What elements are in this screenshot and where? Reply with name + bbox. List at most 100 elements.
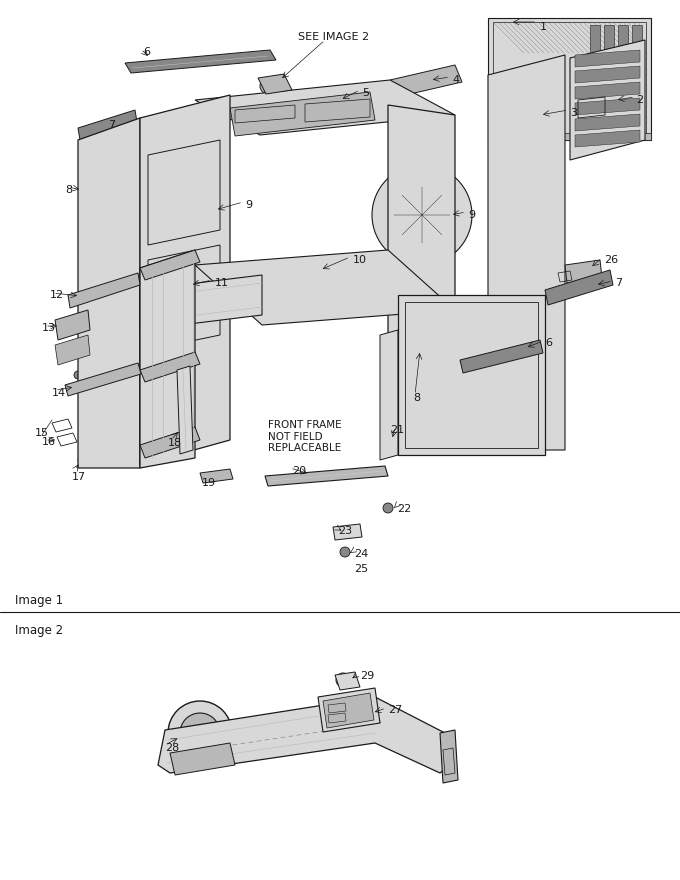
- Text: 1: 1: [540, 22, 547, 32]
- Polygon shape: [200, 469, 233, 483]
- Circle shape: [180, 713, 220, 753]
- Polygon shape: [55, 310, 90, 340]
- Text: 27: 27: [388, 705, 403, 715]
- Polygon shape: [390, 65, 462, 97]
- Circle shape: [340, 547, 350, 557]
- Text: 4: 4: [452, 75, 459, 85]
- Text: Image 2: Image 2: [15, 624, 63, 636]
- Text: 12: 12: [50, 290, 64, 300]
- Polygon shape: [125, 50, 276, 73]
- Polygon shape: [55, 335, 90, 365]
- Circle shape: [517, 70, 537, 90]
- Text: 20: 20: [292, 466, 306, 476]
- Polygon shape: [575, 130, 640, 147]
- Polygon shape: [488, 133, 651, 140]
- Polygon shape: [632, 25, 642, 130]
- Polygon shape: [488, 18, 651, 140]
- Circle shape: [78, 456, 86, 464]
- Circle shape: [80, 197, 86, 202]
- Polygon shape: [575, 98, 640, 115]
- Polygon shape: [575, 50, 640, 67]
- Text: 18: 18: [168, 438, 182, 448]
- Polygon shape: [177, 366, 193, 454]
- Polygon shape: [388, 105, 455, 450]
- Text: 2: 2: [636, 95, 643, 105]
- Polygon shape: [195, 250, 455, 325]
- Polygon shape: [140, 250, 195, 468]
- Circle shape: [74, 371, 82, 379]
- Polygon shape: [170, 743, 235, 775]
- Circle shape: [383, 503, 393, 513]
- Circle shape: [390, 338, 394, 342]
- Text: 10: 10: [353, 255, 367, 265]
- Text: 8: 8: [65, 185, 72, 195]
- Text: 7: 7: [615, 278, 622, 288]
- Polygon shape: [380, 330, 398, 460]
- Text: 6: 6: [545, 338, 552, 348]
- Text: 14: 14: [52, 388, 66, 398]
- Polygon shape: [323, 693, 374, 728]
- Polygon shape: [140, 250, 200, 280]
- Text: 3: 3: [570, 108, 577, 118]
- Text: 9: 9: [245, 200, 252, 210]
- Text: Image 1: Image 1: [15, 594, 63, 606]
- Text: 8: 8: [413, 393, 420, 403]
- Polygon shape: [140, 275, 262, 330]
- Polygon shape: [440, 730, 458, 783]
- Polygon shape: [488, 55, 565, 450]
- Polygon shape: [333, 524, 362, 540]
- Polygon shape: [604, 25, 614, 130]
- Text: FRONT FRAME
NOT FIELD
REPLACEABLE: FRONT FRAME NOT FIELD REPLACEABLE: [268, 420, 341, 453]
- Polygon shape: [318, 688, 380, 732]
- Polygon shape: [265, 466, 388, 486]
- Text: 11: 11: [215, 278, 229, 288]
- Circle shape: [80, 247, 86, 253]
- Polygon shape: [570, 40, 645, 160]
- Polygon shape: [460, 340, 543, 373]
- Circle shape: [390, 172, 394, 178]
- Polygon shape: [575, 114, 640, 131]
- Polygon shape: [78, 118, 140, 468]
- Text: 9: 9: [468, 210, 475, 220]
- Text: 29: 29: [360, 671, 374, 681]
- Text: 22: 22: [397, 504, 411, 514]
- Text: SEE IMAGE 2: SEE IMAGE 2: [298, 32, 369, 42]
- Text: 16: 16: [42, 437, 56, 447]
- Polygon shape: [565, 260, 602, 283]
- Circle shape: [168, 701, 232, 765]
- Polygon shape: [140, 95, 230, 465]
- Polygon shape: [258, 74, 292, 94]
- Text: 7: 7: [108, 120, 115, 130]
- Polygon shape: [65, 363, 141, 396]
- Polygon shape: [590, 25, 600, 130]
- Text: 23: 23: [338, 526, 352, 536]
- Text: 21: 21: [390, 425, 404, 435]
- Polygon shape: [618, 25, 628, 130]
- Text: 6: 6: [143, 47, 150, 57]
- Circle shape: [260, 78, 276, 94]
- Polygon shape: [545, 270, 613, 305]
- Polygon shape: [158, 697, 450, 773]
- Polygon shape: [575, 66, 640, 83]
- Circle shape: [390, 353, 394, 357]
- Polygon shape: [140, 427, 200, 458]
- Text: 15: 15: [35, 428, 49, 438]
- Text: 5: 5: [362, 88, 369, 98]
- Text: 26: 26: [604, 255, 618, 265]
- Circle shape: [80, 398, 86, 402]
- Circle shape: [336, 673, 350, 687]
- Polygon shape: [335, 672, 360, 690]
- Text: 24: 24: [354, 549, 369, 559]
- Polygon shape: [195, 80, 455, 135]
- Polygon shape: [398, 295, 545, 455]
- Text: 25: 25: [354, 564, 368, 574]
- Circle shape: [264, 82, 272, 90]
- Circle shape: [410, 203, 434, 227]
- Text: 19: 19: [202, 478, 216, 488]
- Circle shape: [192, 725, 208, 741]
- Polygon shape: [230, 92, 375, 136]
- Polygon shape: [575, 82, 640, 99]
- Text: 17: 17: [72, 472, 86, 482]
- Circle shape: [372, 165, 472, 265]
- Text: 13: 13: [42, 323, 56, 333]
